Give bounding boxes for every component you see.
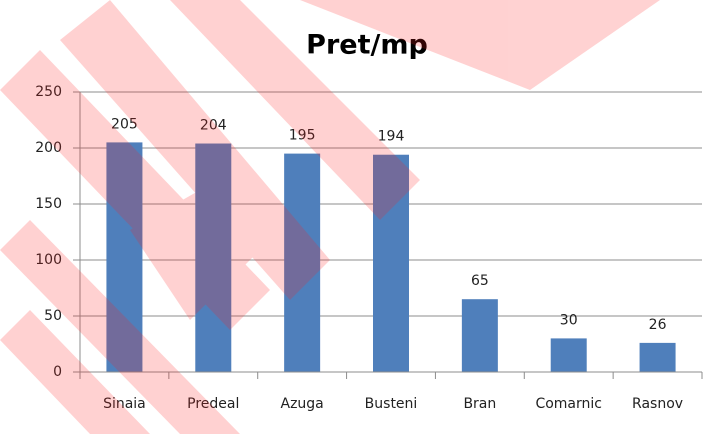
- bar: [461, 299, 498, 372]
- x-tick-label: Predeal: [187, 396, 239, 412]
- data-label: 194: [378, 129, 405, 145]
- x-tick-label: Busteni: [365, 396, 418, 412]
- y-tick-label: 150: [35, 196, 62, 212]
- y-tick-label: 250: [35, 84, 62, 100]
- x-tick-label: Bran: [463, 396, 496, 412]
- bar: [284, 153, 321, 372]
- y-tick-label: 0: [53, 364, 62, 380]
- data-label: 30: [560, 312, 578, 328]
- data-label: 205: [111, 116, 138, 132]
- x-tick-label: Comarnic: [535, 396, 602, 412]
- bar: [195, 143, 232, 372]
- bar: [106, 142, 143, 372]
- bar: [373, 154, 409, 372]
- chart-title: Pret/mp: [306, 30, 428, 61]
- bar: [639, 342, 676, 372]
- x-tick-label: Rasnov: [632, 396, 683, 412]
- data-label: 65: [471, 273, 489, 289]
- x-tick-label: Azuga: [281, 396, 324, 412]
- x-tick-label: Sinaia: [103, 396, 146, 412]
- data-label: 26: [649, 317, 667, 333]
- data-label: 204: [200, 118, 227, 134]
- y-tick-label: 100: [35, 252, 62, 268]
- y-tick-label: 50: [44, 308, 62, 324]
- data-label: 195: [289, 128, 316, 144]
- bar: [550, 338, 587, 372]
- y-tick-label: 200: [35, 140, 62, 156]
